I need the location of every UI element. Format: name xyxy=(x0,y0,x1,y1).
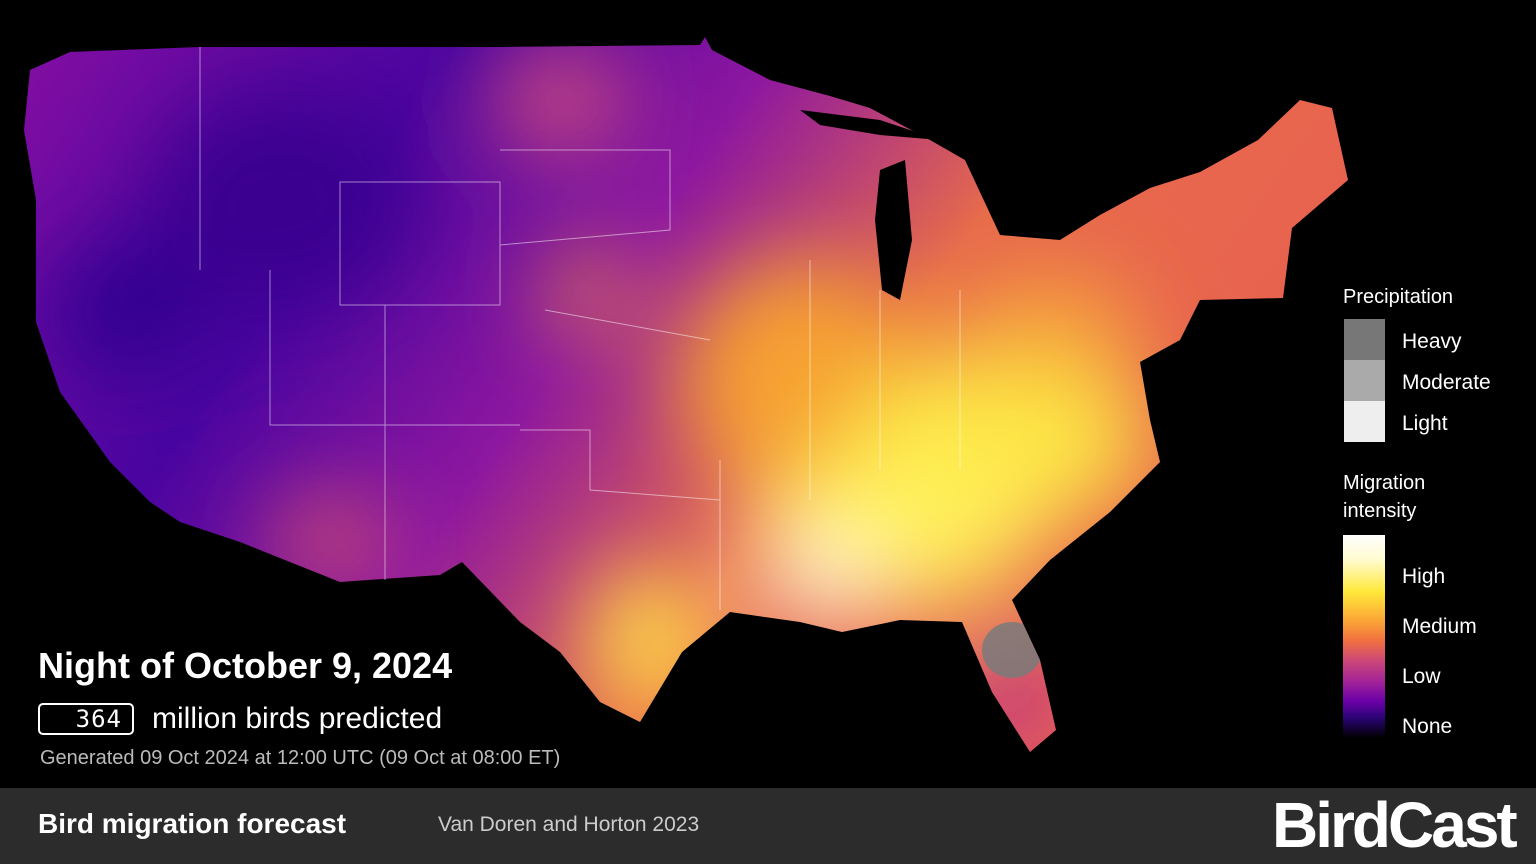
count-label: million birds predicted xyxy=(152,702,443,735)
legend-label: High xyxy=(1402,565,1446,588)
legend-title: Precipitation xyxy=(1343,286,1454,308)
swatch-light xyxy=(1344,401,1385,442)
legend-label: None xyxy=(1402,715,1453,738)
lake-michigan xyxy=(875,160,912,300)
state-borders xyxy=(199,47,961,610)
legend-label: Heavy xyxy=(1402,330,1462,353)
bird-count: 364 xyxy=(38,703,134,735)
footer-citation: Van Doren and Horton 2023 xyxy=(438,813,700,836)
intensity-ramp xyxy=(1343,535,1385,738)
footer-title: Bird migration forecast xyxy=(38,808,347,839)
legend-label: Medium xyxy=(1402,615,1477,638)
footer-bar xyxy=(0,788,1536,864)
migration-map xyxy=(24,37,1348,752)
night-title: Night of October 9, 2024 xyxy=(38,645,453,686)
legend-title: Migration intensity xyxy=(1343,472,1426,522)
generated-note: Generated 09 Oct 2024 at 12:00 UTC (09 O… xyxy=(40,747,561,769)
legend-label: Low xyxy=(1402,665,1441,688)
lake-erie xyxy=(1000,212,1100,235)
legend-label: Light xyxy=(1402,412,1448,435)
lake-superior xyxy=(800,110,940,140)
swatch-heavy xyxy=(1344,319,1385,360)
swatch-moderate xyxy=(1344,360,1385,401)
legend-label: Moderate xyxy=(1402,371,1491,394)
logo[interactable]: BirdCast xyxy=(1272,789,1518,861)
